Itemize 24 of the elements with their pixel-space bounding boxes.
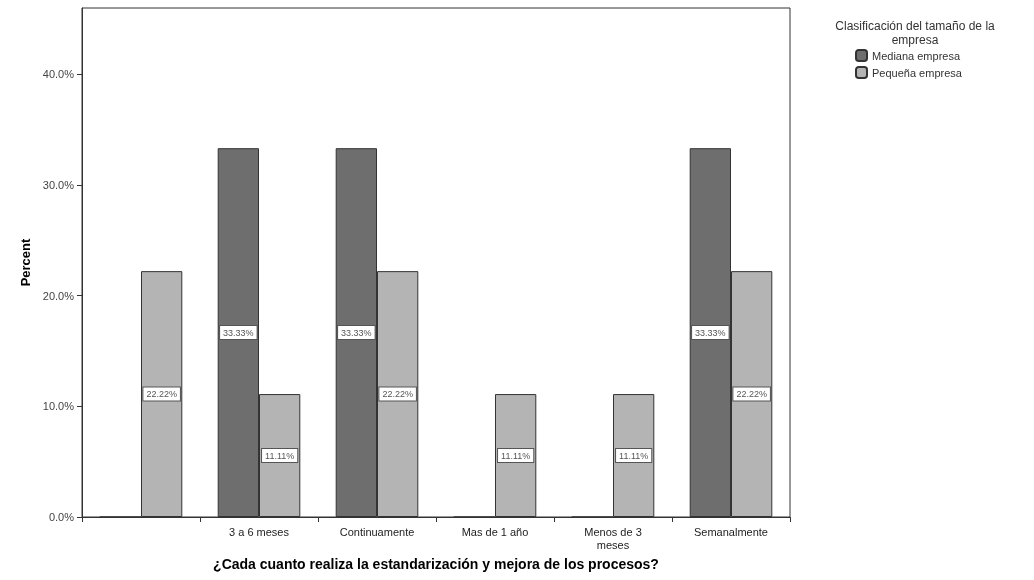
x-tick-label: 3 a 6 meses <box>229 525 290 538</box>
legend-label: Pequeña empresa <box>872 66 963 79</box>
x-tick-label: Mas de 1 año <box>461 525 529 538</box>
x-axis-title: ¿Cada cuanto realiza la estandarización y mejora de los procesos? <box>213 556 659 572</box>
data-label: 22.22% <box>736 389 767 400</box>
y-tick-label: 0.0% <box>48 511 75 523</box>
x-tick-label: Semanalmente <box>694 525 768 538</box>
x-tick-label: Continuamente <box>339 525 415 538</box>
data-label: 11.11% <box>501 450 531 461</box>
data-label: 33.33% <box>695 327 726 338</box>
y-tick-label: 20.0% <box>42 289 75 302</box>
legend-title: Clasificación del tamaño de la empresa <box>835 19 996 47</box>
data-label: 33.33% <box>223 327 254 338</box>
y-tick-label: 40.0% <box>42 68 75 81</box>
data-label: 11.11% <box>619 450 649 461</box>
y-axis-title: Percent <box>17 237 33 287</box>
data-label: 22.22% <box>382 389 413 400</box>
y-tick-label: 30.0% <box>42 179 75 192</box>
legend-label: Mediana empresa <box>872 49 961 62</box>
data-label: 33.33% <box>341 327 372 338</box>
x-tick-label: Menos de 3 meses <box>584 525 642 551</box>
y-tick-label: 10.0% <box>42 400 75 413</box>
data-label: 11.11% <box>265 450 295 461</box>
data-label: 22.22% <box>146 389 177 400</box>
